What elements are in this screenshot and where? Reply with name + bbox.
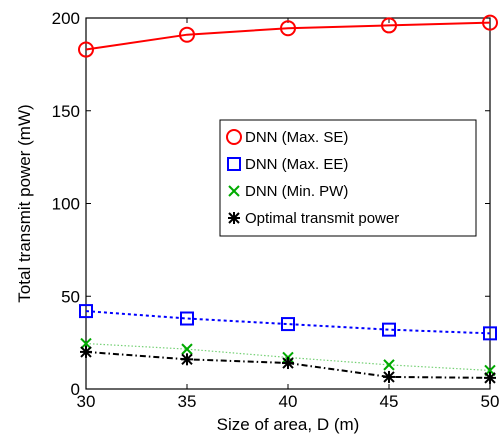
legend-marker-2 bbox=[228, 185, 240, 197]
data-point-s2-0 bbox=[80, 337, 92, 350]
legend-box bbox=[219, 119, 477, 237]
data-point-s1-2 bbox=[281, 317, 295, 332]
data-point-s1-1 bbox=[180, 311, 194, 326]
y-tick-label: 100 bbox=[52, 195, 80, 214]
x-tick-label: 40 bbox=[279, 392, 298, 411]
data-point-s2-3 bbox=[383, 359, 395, 371]
y-tick-label: 150 bbox=[52, 102, 80, 121]
x-tick-label: 50 bbox=[481, 392, 500, 411]
x-tick-label: 35 bbox=[178, 392, 197, 411]
data-point-s3-1 bbox=[181, 353, 193, 366]
legend-label-2: DNN (Min. PW) bbox=[245, 183, 348, 200]
data-point-s1-0 bbox=[79, 304, 93, 319]
data-point-s0-3 bbox=[381, 17, 397, 34]
data-point-s2-1 bbox=[181, 343, 193, 355]
series-line-3 bbox=[85, 350, 491, 379]
data-point-s3-3 bbox=[383, 370, 395, 383]
y-tick-label: 50 bbox=[61, 287, 80, 306]
series-line-2 bbox=[85, 342, 491, 372]
data-point-s0-4 bbox=[482, 14, 498, 31]
data-point-s3-0 bbox=[80, 345, 92, 358]
legend-marker-3 bbox=[228, 212, 240, 224]
series-lines bbox=[85, 21, 491, 379]
axis-ticks: 30 35 40 45 50 0 50 100 150 200 bbox=[52, 9, 500, 411]
x-tick-label: 45 bbox=[380, 392, 399, 411]
x-axis-label: Size of area, D (m) bbox=[217, 415, 360, 434]
data-point-s0-2 bbox=[280, 20, 296, 37]
legend-label-0: DNN (Max. SE) bbox=[245, 129, 348, 146]
data-point-s0-1 bbox=[179, 26, 195, 43]
series-line-0 bbox=[85, 21, 491, 51]
y-tick-label: 0 bbox=[71, 380, 80, 399]
legend-marker-1 bbox=[227, 157, 241, 171]
data-point-s3-4 bbox=[484, 371, 496, 384]
x-tick-label: 30 bbox=[77, 392, 96, 411]
y-axis-label: Total transmit power (mW) bbox=[15, 104, 34, 302]
data-point-s1-3 bbox=[382, 322, 396, 337]
data-point-s0-0 bbox=[78, 41, 94, 58]
legend-label-1: DNN (Max. EE) bbox=[245, 156, 348, 173]
data-point-s1-4 bbox=[483, 326, 497, 341]
series-line-1 bbox=[85, 310, 491, 335]
legend-marker-0 bbox=[226, 129, 242, 145]
legend: DNN (Max. SE) DNN (Max. EE) DNN (Min. PW) O… bbox=[219, 119, 477, 237]
data-point-s3-2 bbox=[282, 357, 294, 370]
y-tick-label: 200 bbox=[52, 9, 80, 28]
series-markers bbox=[78, 14, 498, 384]
legend-label-3: Optimal transmit power bbox=[245, 210, 399, 227]
